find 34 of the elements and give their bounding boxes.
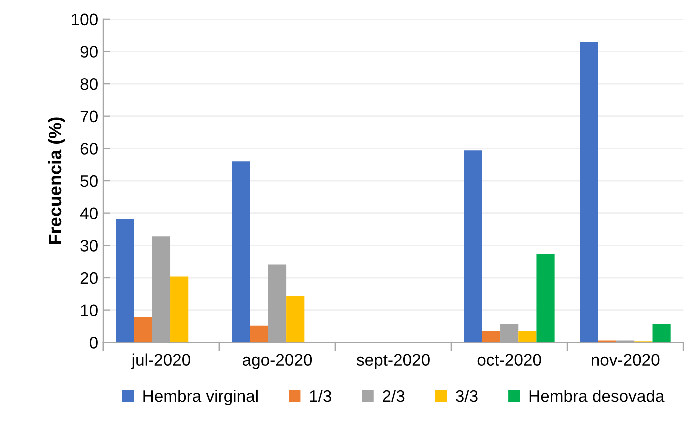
y-axis-title: Frecuencia (%) [48,118,66,244]
y-tick-label: 60 [80,143,98,155]
legend-label: 2/3 [383,390,405,402]
x-tick-label: oct-2020 [478,354,542,366]
bar [116,219,134,343]
bar [482,331,501,343]
bar [464,150,482,343]
y-tick-label: 50 [80,175,98,188]
legend-label: 3/3 [456,390,478,402]
bar [134,317,152,343]
legend-label: Hembra virginal [144,390,258,406]
y-tick-label: 100 [72,14,98,26]
legend-label: Hembra desovada [530,390,665,402]
x-tick-label: sept-2020 [356,354,430,370]
bar [518,331,537,343]
bar [536,254,555,343]
x-tick-label: nov-2020 [592,354,660,366]
bar [232,162,250,343]
bar [580,42,598,343]
bar [286,296,305,343]
bar [652,324,671,343]
legend-label: 1/3 [310,390,332,402]
y-tick-label: 40 [80,208,98,220]
bar [250,326,268,343]
y-tick-label: 70 [80,110,98,123]
y-tick-label: 20 [80,272,98,284]
x-tick-label: jul-2020 [131,354,190,370]
y-tick-label: 90 [80,46,98,58]
y-tick-label: 10 [81,304,98,317]
y-tick-label: 80 [80,78,98,90]
x-tick-label: ago-2020 [243,354,312,370]
bar [170,276,189,343]
y-tick-label: 0 [90,337,98,349]
y-tick-label: 30 [80,240,98,252]
